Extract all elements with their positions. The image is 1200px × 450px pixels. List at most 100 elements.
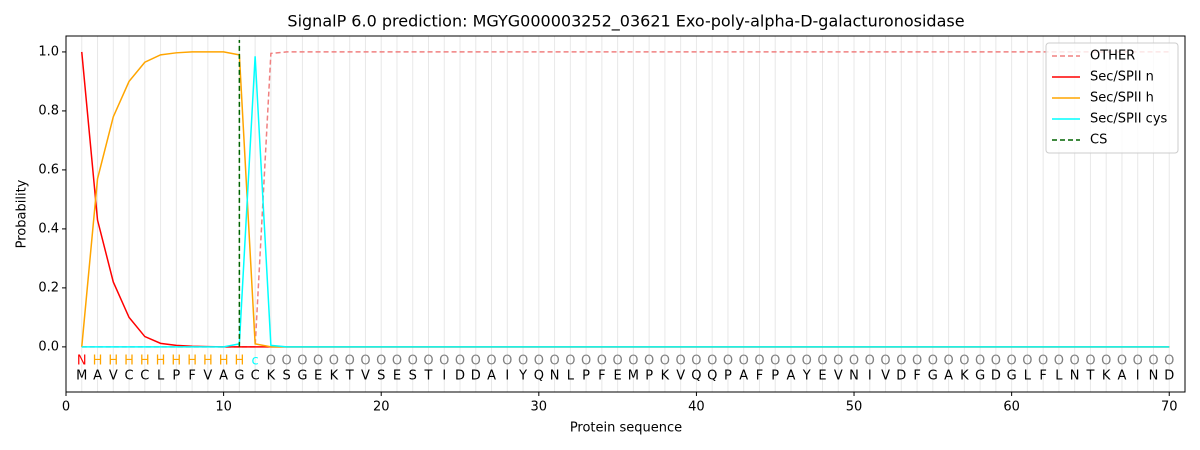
position-label: O [1148, 354, 1158, 369]
position-label: O [471, 354, 481, 369]
position-label: H [93, 354, 103, 369]
y-tick-label: 0.8 [38, 103, 59, 118]
position-label: O [455, 354, 465, 369]
position-label: O [408, 354, 418, 369]
x-tick-label: 30 [531, 400, 548, 415]
sequence-letter: L [1024, 369, 1032, 384]
sequence-letter: E [314, 369, 322, 384]
legend-label: Sec/SPII n [1090, 70, 1154, 85]
sequence-letter: G [234, 369, 244, 384]
sequence-letter: G [297, 369, 307, 384]
sequence-letter: G [928, 369, 938, 384]
position-label: H [140, 354, 150, 369]
position-label: c [252, 354, 259, 369]
sequence-letter: V [203, 369, 212, 384]
sequence-letter: F [188, 369, 195, 384]
sequence-letter: N [1149, 369, 1159, 384]
sequence-letter: A [219, 369, 228, 384]
position-label: O [912, 354, 922, 369]
sequence-letter: V [881, 369, 890, 384]
sequence-letter: Q [707, 369, 717, 384]
position-label: O [644, 354, 654, 369]
sequence-letter: F [1039, 369, 1046, 384]
sequence-letter: N [1070, 369, 1080, 384]
sequence-letter: A [93, 369, 102, 384]
y-tick-label: 0.4 [38, 221, 59, 236]
position-label: O [880, 354, 890, 369]
sequence-letter: K [661, 369, 670, 384]
sequence-letter: N [849, 369, 859, 384]
sequence-letter: D [1164, 369, 1174, 384]
sequence-letter: V [676, 369, 685, 384]
sequence-letter: P [172, 369, 180, 384]
sequence-letter: E [614, 369, 622, 384]
position-label: O [770, 354, 780, 369]
position-label: O [802, 354, 812, 369]
sequence-letter: C [140, 369, 149, 384]
x-tick-label: 60 [1003, 400, 1020, 415]
sequence-letter: D [471, 369, 481, 384]
position-label: O [549, 354, 559, 369]
sequence-letter: C [251, 369, 260, 384]
position-label: H [108, 354, 118, 369]
sequence-letter: S [409, 369, 417, 384]
sequence-letter: G [1007, 369, 1017, 384]
position-label: O [1007, 354, 1017, 369]
sequence-letter: D [896, 369, 906, 384]
position-label: O [723, 354, 733, 369]
position-label: O [628, 354, 638, 369]
plot-frame [65, 35, 1186, 393]
sequence-letter: I [442, 369, 446, 384]
sequence-letter: I [1136, 369, 1140, 384]
position-label: O [691, 354, 701, 369]
position-label: O [786, 354, 796, 369]
y-tick-label: 0.6 [38, 162, 59, 177]
position-label: O [707, 354, 717, 369]
position-label: O [660, 354, 670, 369]
position-label: H [234, 354, 244, 369]
position-label: H [124, 354, 134, 369]
sequence-letter: D [455, 369, 465, 384]
position-label: O [991, 354, 1001, 369]
position-label: O [329, 354, 339, 369]
sequence-letter: S [377, 369, 385, 384]
y-axis-label: Probability [15, 179, 30, 248]
position-label: H [171, 354, 181, 369]
sequence-letter: F [756, 369, 763, 384]
position-label: O [282, 354, 292, 369]
series-line [81, 51, 1170, 348]
x-axis-label: Protein sequence [570, 421, 682, 436]
sequence-letter: V [834, 369, 843, 384]
position-label: O [613, 354, 623, 369]
position-label: O [597, 354, 607, 369]
sequence-letter: Y [802, 369, 811, 384]
sequence-letter: A [487, 369, 496, 384]
position-label: O [565, 354, 575, 369]
sequence-letter: M [76, 369, 87, 384]
position-label: O [817, 354, 827, 369]
series-line [81, 51, 1170, 348]
x-tick-label: 10 [215, 400, 232, 415]
position-label: O [865, 354, 875, 369]
position-label: O [959, 354, 969, 369]
chart-title: SignalP 6.0 prediction: MGYG000003252_03… [287, 12, 964, 32]
y-tick-label: 1.0 [38, 44, 59, 59]
y-tick-label: 0.0 [38, 339, 59, 354]
x-tick-label: 0 [62, 400, 70, 415]
position-label: O [1164, 354, 1174, 369]
sequence-letter: E [393, 369, 401, 384]
sequence-letter: F [598, 369, 605, 384]
position-label: O [1101, 354, 1111, 369]
sequence-letter: G [975, 369, 985, 384]
sequence-letter: N [550, 369, 560, 384]
legend-label: CS [1090, 133, 1107, 148]
position-label: O [392, 354, 402, 369]
sequence-letter: I [868, 369, 872, 384]
sequence-letter: K [267, 369, 276, 384]
position-label: N [77, 354, 87, 369]
position-label: O [975, 354, 985, 369]
position-label: O [928, 354, 938, 369]
y-tick-label: 0.2 [38, 280, 59, 295]
position-label: O [439, 354, 449, 369]
